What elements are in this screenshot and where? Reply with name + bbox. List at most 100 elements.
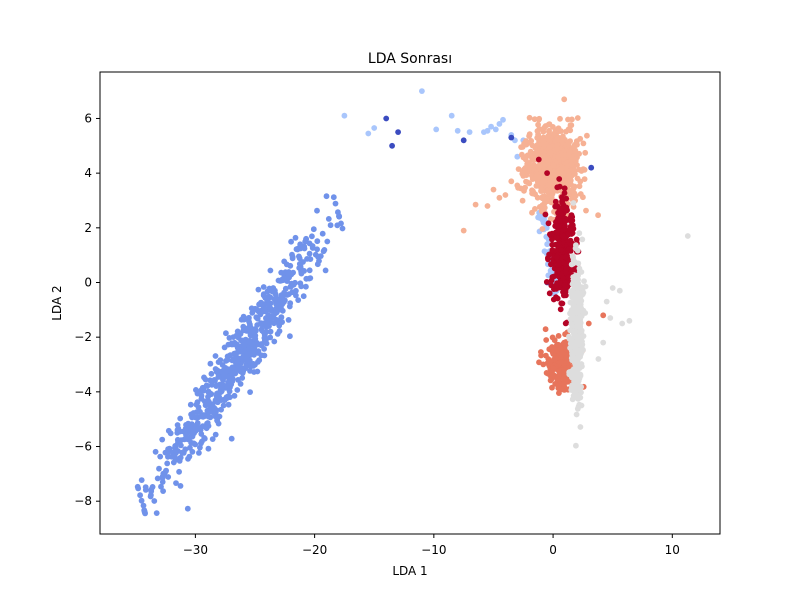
x-tick-label: 0 <box>549 543 557 557</box>
chart-title: LDA Sonrası <box>368 51 452 67</box>
scatter-point <box>573 442 579 449</box>
scatter-point <box>154 475 161 482</box>
scatter-point <box>546 121 553 127</box>
scatter-point <box>196 450 202 456</box>
scatter-point <box>555 125 562 132</box>
scatter-point <box>176 468 183 475</box>
scatter-point <box>254 307 260 313</box>
scatter-point <box>215 359 222 365</box>
scatter-point <box>496 121 503 127</box>
scatter-point <box>285 317 292 323</box>
scatter-point <box>574 333 580 340</box>
scatter-point <box>551 286 557 292</box>
scatter-point <box>288 280 295 287</box>
scatter-point <box>538 352 544 359</box>
scatter-point <box>575 260 582 267</box>
scatter-point <box>212 408 219 415</box>
scatter-point <box>560 275 567 281</box>
scatter-point <box>541 124 548 131</box>
scatter-point <box>255 359 261 365</box>
scatter-point <box>540 141 547 148</box>
scatter-point <box>552 381 559 387</box>
scatter-point <box>207 360 214 367</box>
scatter-point <box>314 246 320 253</box>
scatter-point <box>572 389 579 395</box>
scatter-point <box>187 401 194 408</box>
scatter-point <box>551 337 558 344</box>
scatter-point <box>240 327 247 334</box>
scatter-point <box>341 112 348 119</box>
scatter-point <box>545 188 551 195</box>
scatter-point <box>555 385 562 391</box>
scatter-point <box>460 137 467 144</box>
scatter-point <box>300 259 306 265</box>
scatter-point <box>160 470 167 477</box>
scatter-point <box>572 147 579 154</box>
scatter-point <box>569 214 576 220</box>
scatter-point <box>526 114 533 121</box>
scatter-point <box>249 309 256 316</box>
scatter-point <box>567 226 574 233</box>
scatter-point <box>572 328 579 335</box>
scatter-point <box>559 152 565 158</box>
scatter-point <box>581 278 587 284</box>
points-layer <box>134 88 691 517</box>
scatter-point <box>542 211 549 218</box>
scatter-point <box>267 318 274 325</box>
scatter-point <box>371 125 378 131</box>
scatter-point <box>460 227 467 234</box>
scatter-point <box>558 247 564 253</box>
scatter-point <box>575 280 582 287</box>
scatter-point <box>286 303 293 310</box>
scatter-point <box>559 137 565 144</box>
scatter-point <box>201 413 208 419</box>
scatter-point <box>556 390 562 396</box>
y-tick-label: −2 <box>74 330 92 344</box>
scatter-point <box>603 298 610 305</box>
scatter-point <box>208 381 215 388</box>
scatter-point <box>268 313 275 320</box>
scatter-point <box>209 436 216 442</box>
scatter-point <box>212 353 219 359</box>
y-tick-label: 2 <box>84 221 92 235</box>
scatter-point <box>545 220 552 227</box>
scatter-point <box>561 96 568 103</box>
scatter-point <box>492 126 499 133</box>
scatter-point <box>534 194 541 201</box>
scatter-point <box>295 297 302 303</box>
scatter-point <box>576 230 583 237</box>
scatter-point <box>560 369 567 375</box>
scatter-point <box>578 327 585 334</box>
scatter-point <box>550 162 557 169</box>
scatter-point <box>292 234 299 241</box>
scatter-point <box>201 435 208 441</box>
scatter-point <box>216 393 223 400</box>
y-tick-label: 0 <box>84 275 92 289</box>
scatter-point <box>334 222 341 229</box>
scatter-point <box>577 353 583 360</box>
scatter-point <box>187 444 193 451</box>
scatter-point <box>173 480 179 486</box>
scatter-point <box>199 423 206 430</box>
scatter-point <box>522 184 528 191</box>
scatter-point <box>208 370 215 377</box>
scatter-point <box>600 312 607 319</box>
scatter-point <box>156 465 162 472</box>
scatter-point <box>554 146 560 153</box>
scatter-point <box>566 333 572 340</box>
scatter-point <box>137 492 144 499</box>
scatter-point <box>539 202 546 209</box>
scatter-point <box>575 395 581 402</box>
scatter-point <box>684 233 691 239</box>
scatter-point <box>579 333 585 340</box>
scatter-point <box>573 236 580 243</box>
scatter-point <box>158 483 164 490</box>
scatter-point <box>287 262 294 269</box>
scatter-point <box>543 337 550 343</box>
scatter-point <box>159 436 166 443</box>
scatter-point <box>175 439 181 446</box>
scatter-point <box>325 216 332 222</box>
scatter-point <box>234 387 241 393</box>
scatter-point <box>543 196 550 202</box>
scatter-point <box>562 290 568 296</box>
